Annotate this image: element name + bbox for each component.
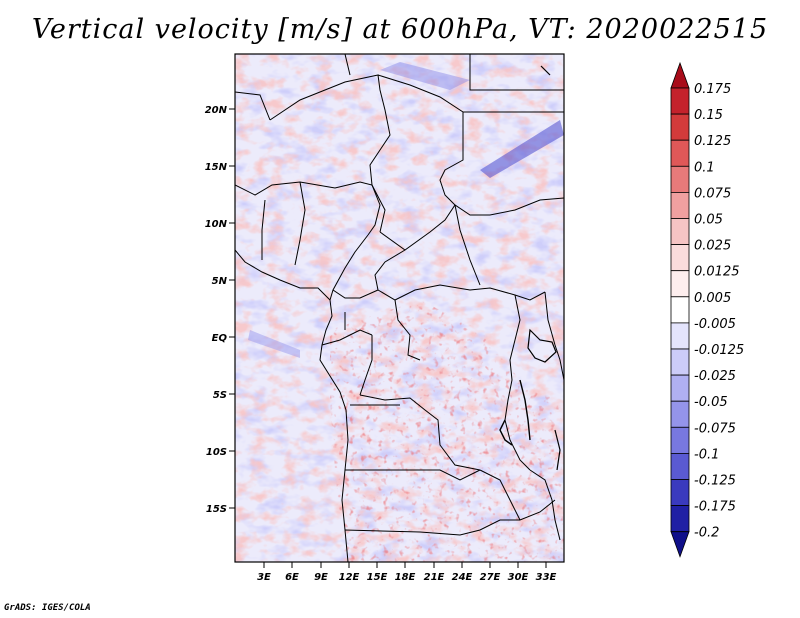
colorbar-swatch [670,452,690,480]
lon-axis: 3E 6E 9E 12E 15E 18E 21E 24E 27E 30E 33E [257,562,557,583]
colorbar-label: -0.0125 [694,343,744,358]
colorbar-label: -0.2 [694,526,719,541]
colorbar-swatch [670,218,690,246]
lon-label: 6E [285,572,299,583]
colorbar-swatch [670,348,690,376]
colorbar-label: 0.0125 [694,265,740,280]
lon-label: 3E [257,572,271,583]
colorbar-swatch [670,191,690,219]
colorbar-label: 0.075 [694,186,731,201]
lon-label: 18E [395,572,416,583]
country-boundaries [235,54,564,562]
colorbar-swatch [670,374,690,402]
lon-label: 12E [339,572,360,583]
lat-label: 10S [206,447,227,458]
lat-label: 10N [205,219,228,230]
colorbar-bottom-arrow [670,531,690,558]
colorbar-swatch [670,87,690,115]
lon-label: 27E [480,572,501,583]
lon-label: 33E [536,572,557,583]
map-title: Vertical velocity [m/s] at 600hPa, VT: 2… [31,14,769,45]
colorbar-label: -0.175 [694,500,736,515]
colorbar: 0.175 0.15 0.125 0.1 0.075 0.05 0.025 0.0125 0.0… [670,61,744,558]
colorbar-swatch [670,165,690,193]
colorbar-swatch [670,400,690,428]
colorbar-swatch [670,322,690,350]
colorbar-label: -0.005 [694,317,736,332]
colorbar-label: 0.1 [694,160,715,175]
colorbar-swatch [670,505,690,533]
grads-credit: GrADS: IGES/COLA [4,603,91,613]
colorbar-label: -0.05 [694,395,728,410]
colorbar-swatch [670,270,690,298]
colorbar-label: 0.175 [694,82,731,97]
colorbar-label: -0.025 [694,369,736,384]
lat-label: 15N [205,162,228,173]
colorbar-label: -0.1 [694,447,719,462]
colorbar-label: -0.075 [694,421,736,436]
colorbar-swatch [670,426,690,454]
colorbar-label: 0.125 [694,134,731,149]
lon-label: 15E [367,572,388,583]
lon-label: 9E [314,572,328,583]
lat-label: EQ [212,333,228,344]
colorbar-swatch [670,139,690,167]
lon-label: 30E [508,572,529,583]
colorbar-label: 0.15 [694,108,723,123]
colorbar-label: 0.005 [694,291,731,306]
lat-label: 20N [205,105,228,116]
colorbar-label: 0.025 [694,239,731,254]
lat-label: 15S [206,504,227,515]
colorbar-label: -0.125 [694,474,736,489]
colorbar-swatch [670,113,690,141]
lat-label: 5N [212,276,228,287]
map-frame [234,53,565,563]
lon-label: 24E [452,572,473,583]
colorbar-label: 0.05 [694,213,723,228]
lon-label: 21E [424,572,445,583]
velocity-field [235,54,564,562]
lat-axis: 20N 15N 10N 5N EQ 5S 10S 15S [205,105,235,515]
colorbar-swatch [670,244,690,272]
colorbar-top-arrow [670,61,690,89]
colorbar-swatch [670,479,690,507]
colorbar-swatch [670,296,690,324]
lat-label: 5S [213,390,227,401]
